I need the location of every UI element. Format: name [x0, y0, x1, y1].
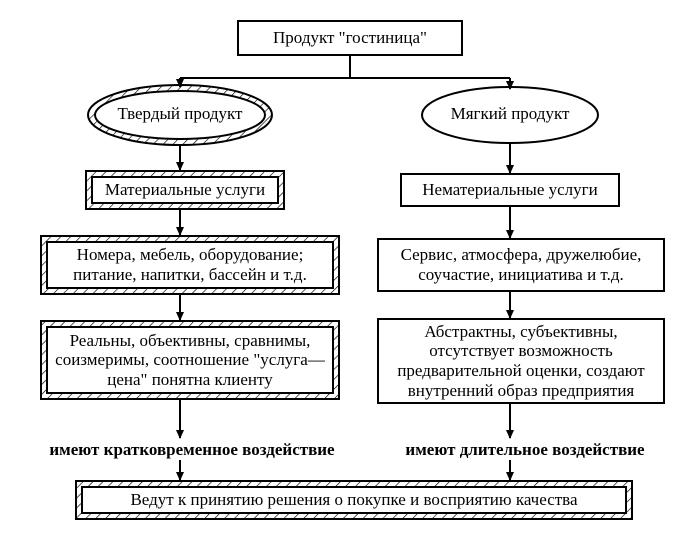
node-final: Ведут к принятию решения о покупке и вос… — [75, 480, 633, 520]
node-root-text: Продукт "гостиница" — [273, 28, 427, 48]
label-eff-r: имеют длительное воздействие — [380, 440, 670, 460]
label-eff-l: имеют кратковременное воздействие — [36, 440, 348, 460]
node-nemat: Нематериальные услуги — [400, 173, 620, 207]
node-hard-text: Твердый продукт — [118, 104, 243, 123]
node-root: Продукт "гостиница" — [237, 20, 463, 56]
node-nemat-text: Нематериальные услуги — [422, 180, 598, 200]
node-ex-l: Номера, мебель, оборудование; питание, н… — [40, 235, 340, 295]
node-prop-r-text: Абстрактны, субъективны, отсутствует воз… — [385, 322, 657, 400]
node-prop-l: Реальны, объективны, сравнимы, соизмерим… — [40, 320, 340, 400]
flowchart-diagram: Твердый продукт Мягкий продукт Продукт "г… — [0, 0, 700, 539]
node-ex-r-text: Сервис, атмосфера, дружелюбие, соучастие… — [385, 245, 657, 284]
node-mat: Материальные услуги — [85, 170, 285, 210]
node-mat-text: Материальные услуги — [105, 180, 265, 200]
node-prop-l-text: Реальны, объективны, сравнимы, соизмерим… — [54, 331, 326, 390]
node-ex-r: Сервис, атмосфера, дружелюбие, соучастие… — [377, 238, 665, 292]
node-soft-text: Мягкий продукт — [451, 104, 570, 123]
node-prop-r: Абстрактны, субъективны, отсутствует воз… — [377, 318, 665, 404]
node-final-text: Ведут к принятию решения о покупке и вос… — [130, 490, 577, 510]
node-ex-l-text: Номера, мебель, оборудование; питание, н… — [54, 245, 326, 284]
